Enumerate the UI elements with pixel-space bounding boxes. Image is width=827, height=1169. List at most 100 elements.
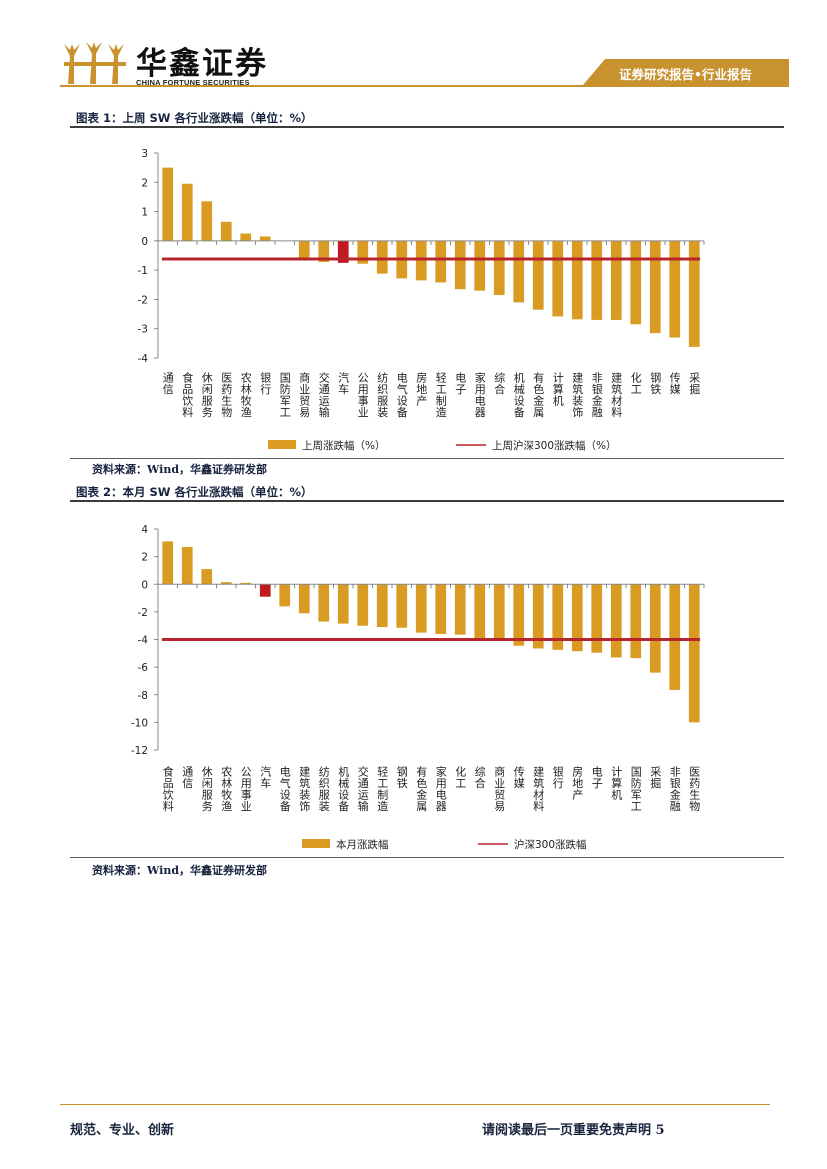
bar (669, 584, 681, 690)
bar (259, 236, 271, 241)
chart2: 4 2 0 -2 -4 -6 -8 -10 -12 食品饮料 通信 休闲服务 农林牧渔 公用事业 汽车 电气设… (131, 524, 705, 851)
bar (688, 240, 700, 347)
bar (181, 546, 193, 585)
report-type-text: 证券研究报告•行业报告 (619, 67, 752, 82)
legend-line-label: 上周沪深300涨跌幅（%） (492, 439, 617, 452)
category-label: 计算机 (610, 766, 623, 801)
chart2-title: 图表 2：本月 SW 各行业涨跌幅（单位：%） (76, 485, 313, 499)
bar (298, 240, 310, 260)
y-tick-label: -1 (138, 265, 148, 277)
category-label: 汽车 (259, 765, 272, 790)
y-tick-label: -4 (138, 635, 149, 647)
bar (162, 167, 174, 241)
company-name-cn: 华鑫证券 (136, 46, 268, 82)
report-type-banner: 证券研究报告•行业报告 (583, 59, 789, 85)
bar (454, 584, 466, 635)
bar (669, 240, 681, 338)
y-tick-label: 3 (141, 148, 148, 160)
category-label: 交通运输 (356, 765, 369, 813)
category-label: 商业贸易 (493, 765, 506, 813)
category-label: 化工 (629, 371, 642, 395)
category-label: 公用事业 (239, 766, 252, 812)
bar (279, 584, 291, 607)
bar (493, 240, 505, 296)
category-label: 非银金融 (590, 372, 603, 419)
category-label: 电气设备 (278, 766, 291, 813)
bar (571, 240, 583, 320)
bar (298, 584, 310, 614)
bar (415, 584, 427, 633)
category-label: 食品饮料 (181, 371, 194, 419)
chart2-source: 资料来源：Wind，华鑫证券研发部 (92, 864, 268, 877)
category-label: 钢铁 (395, 766, 408, 789)
bar (474, 240, 486, 291)
category-label: 计算机 (551, 372, 564, 407)
category-label: 轻工制造 (434, 371, 447, 418)
category-label: 传媒 (668, 372, 681, 396)
company-name-en: CHINA FORTUNE SECURITIES (136, 78, 250, 87)
legend-bar-label: 上周涨跌幅（%） (302, 439, 385, 452)
legend-line-label: 沪深300涨跌幅 (514, 838, 587, 851)
category-label: 综合 (473, 765, 486, 789)
chart1-source: 资料来源：Wind，华鑫证券研发部 (92, 463, 268, 476)
category-label: 家用电器 (473, 371, 486, 419)
bar (240, 233, 252, 241)
bar (630, 240, 642, 325)
category-label: 交通运输 (317, 371, 330, 419)
bar (318, 584, 330, 622)
bar (571, 584, 583, 652)
category-label: 化工 (454, 765, 467, 789)
bar (649, 240, 661, 334)
chart1-bottom-rule (70, 458, 784, 459)
bar (220, 221, 232, 241)
chart1: 3 2 1 0 -1 -2 -3 -4 通信 食品饮料 休闲服务 医药生物 农林牧渔 银行 国防军工 商业贸易… (138, 148, 705, 452)
bar (454, 240, 466, 290)
y-tick-label: -3 (138, 324, 148, 336)
category-label: 国防军工 (278, 372, 291, 418)
bar (337, 240, 349, 263)
bar (376, 584, 388, 628)
category-label: 休闲服务 (200, 766, 213, 812)
category-label: 通信 (161, 372, 174, 396)
category-label: 纺织服装 (317, 765, 330, 813)
category-label: 医药生物 (220, 372, 233, 418)
bar (493, 584, 505, 641)
bar (415, 240, 427, 281)
bar (630, 584, 642, 659)
bar (357, 584, 369, 626)
y-tick-label: 2 (141, 177, 148, 189)
category-label: 农林牧渔 (239, 371, 252, 419)
category-label: 电气设备 (395, 372, 408, 419)
bar (181, 183, 193, 241)
bar (318, 240, 330, 262)
bar (513, 240, 525, 303)
category-label: 电子 (590, 766, 603, 789)
category-label: 轻工制造 (376, 765, 389, 812)
bar (435, 584, 447, 634)
category-label: 汽车 (337, 371, 350, 396)
legend-bar-label: 本月涨跌幅 (336, 838, 389, 851)
bar (532, 584, 544, 649)
category-label: 电子 (454, 372, 467, 395)
category-label: 建筑材料 (610, 371, 623, 419)
bar (649, 584, 661, 673)
bar (591, 584, 603, 653)
y-tick-label: -2 (138, 294, 148, 306)
bar (552, 584, 564, 650)
category-label: 有色金属 (415, 765, 428, 813)
bar (337, 584, 349, 624)
chart1-title: 图表 1：上周 SW 各行业涨跌幅（单位：%） (76, 111, 313, 125)
bar (610, 584, 622, 658)
bar (532, 240, 544, 310)
category-label: 钢铁 (649, 372, 662, 395)
category-label: 银行 (551, 765, 564, 790)
bar (357, 240, 369, 264)
bar (220, 582, 232, 585)
category-label: 食品饮料 (161, 765, 174, 813)
footer-slogan: 规范、专业、创新 (70, 1123, 175, 1138)
bar (240, 582, 252, 585)
bar (201, 569, 213, 585)
y-tick-label: 4 (141, 524, 148, 536)
bar (435, 240, 447, 283)
category-label: 传媒 (512, 766, 525, 790)
